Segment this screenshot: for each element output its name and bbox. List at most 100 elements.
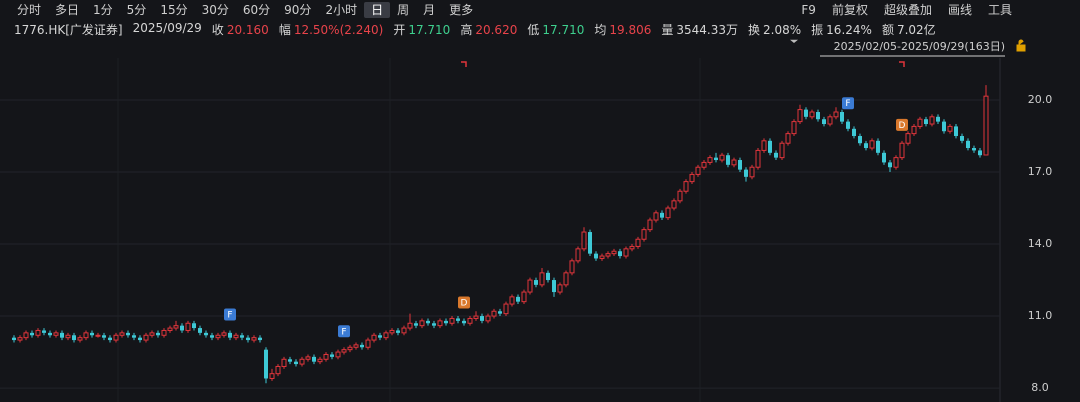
dropdown-icon[interactable] — [790, 39, 798, 43]
candle-body — [594, 253, 598, 259]
tool-button[interactable]: 工具 — [987, 3, 1012, 17]
candle-body — [426, 320, 430, 324]
field-label: 振 — [811, 23, 824, 37]
field-label: 收 — [211, 23, 224, 37]
period-tab[interactable]: 月 — [423, 3, 436, 17]
tool-button[interactable]: F9 — [801, 3, 816, 17]
candle-body — [432, 323, 436, 326]
quote-field: 换 2.08% — [748, 21, 801, 38]
period-tab[interactable]: 90分 — [284, 3, 312, 17]
candle-body — [173, 325, 179, 329]
candle-body — [281, 358, 287, 367]
period-tab[interactable]: 30分 — [201, 3, 229, 17]
candle-body — [599, 255, 605, 259]
candle-body — [665, 207, 671, 219]
candle-body — [804, 109, 808, 117]
candle-body — [797, 109, 803, 123]
candle-body — [480, 316, 484, 321]
candle-body — [161, 329, 167, 336]
lock-icon — [1016, 39, 1026, 52]
candle-body — [947, 125, 953, 132]
candle-body — [12, 337, 16, 341]
y-tick-label: 11.0 — [1028, 309, 1053, 322]
candle-body — [852, 128, 856, 137]
candle-body — [846, 121, 850, 129]
candle-body — [83, 332, 89, 339]
candle-body — [749, 166, 755, 178]
candle-body — [30, 332, 34, 336]
candle-body — [210, 335, 214, 338]
range-label: 2025/02/05-2025/09/29(163日) — [834, 40, 1005, 53]
candle-body — [294, 361, 298, 365]
quote-field: 幅 12.50%(2.240) — [279, 21, 384, 38]
candle-body — [42, 330, 46, 333]
candle-body — [816, 112, 820, 120]
field-label: 量 — [661, 23, 674, 37]
candle-body — [689, 173, 695, 183]
candle-body — [611, 250, 617, 255]
period-tab[interactable]: 分时 — [17, 3, 42, 17]
candle-body — [534, 280, 538, 285]
period-tab[interactable]: 更多 — [449, 3, 474, 17]
candle-body — [365, 339, 371, 348]
period-tab[interactable]: 多日 — [55, 3, 80, 17]
period-tab[interactable]: 15分 — [160, 3, 188, 17]
field-label: 均 — [594, 23, 607, 37]
candle-body — [714, 157, 718, 161]
candle-body — [858, 136, 862, 144]
candle-body — [23, 332, 29, 339]
candle-body — [437, 320, 443, 327]
field-value: 7.02亿 — [896, 23, 936, 37]
event-label: D — [461, 298, 468, 308]
candle-body — [557, 284, 563, 293]
candle-body — [546, 272, 550, 281]
candle-body — [149, 332, 155, 336]
candle-body — [629, 245, 635, 250]
tool-button[interactable]: 超级叠加 — [883, 3, 932, 17]
candle-body — [707, 157, 713, 163]
candle-body — [228, 332, 232, 338]
candle-body — [671, 200, 677, 209]
candle-body — [360, 344, 364, 348]
period-tab[interactable]: 日 — [364, 2, 391, 18]
period-tab[interactable]: 周 — [397, 3, 410, 17]
candle-body — [942, 121, 946, 132]
candle-body — [473, 315, 479, 319]
candle-body — [323, 353, 329, 360]
candle-body — [347, 346, 353, 351]
candle-body — [407, 322, 413, 329]
candle-body — [269, 373, 275, 379]
candle-body — [683, 181, 689, 192]
candle-body — [653, 212, 659, 221]
candle-body — [132, 335, 136, 338]
candle-body — [353, 344, 359, 348]
candle-body — [371, 334, 377, 341]
event-label: F — [341, 327, 346, 337]
candle-body — [744, 169, 748, 177]
field-label: 低 — [527, 23, 540, 37]
period-tab[interactable]: 60分 — [242, 3, 271, 17]
candle-body — [809, 111, 815, 118]
field-value: 3544.33万 — [676, 23, 739, 37]
period-tab[interactable]: 5分 — [126, 3, 147, 17]
candle-body — [822, 119, 826, 125]
candle-body — [738, 160, 742, 170]
candle-body — [761, 140, 767, 151]
candle-body — [108, 337, 112, 341]
period-tab[interactable]: 2小时 — [325, 3, 358, 17]
candle-body — [888, 162, 892, 168]
field-label: 开 — [393, 23, 406, 37]
candle-body — [719, 154, 725, 161]
candle-body — [575, 248, 581, 262]
period-tab[interactable]: 1分 — [93, 3, 113, 17]
tool-button[interactable]: 画线 — [947, 3, 972, 17]
candle-body — [978, 150, 982, 156]
candle-body — [509, 296, 515, 305]
candle-body — [17, 337, 23, 341]
candle-body — [660, 212, 664, 218]
candle-body — [905, 133, 911, 144]
quote-row: 1776.HK[广发证券] 2025/09/29 收 20.160 幅 12.50%(… — [14, 21, 936, 38]
toolbar: 分时 多日 1分 5分 15分 30分 60分 90分 2小时日周月更多 F9 前复权 超级叠加 画线… — [0, 0, 1080, 20]
candle-body — [401, 327, 407, 334]
tool-button[interactable]: 前复权 — [831, 3, 868, 17]
